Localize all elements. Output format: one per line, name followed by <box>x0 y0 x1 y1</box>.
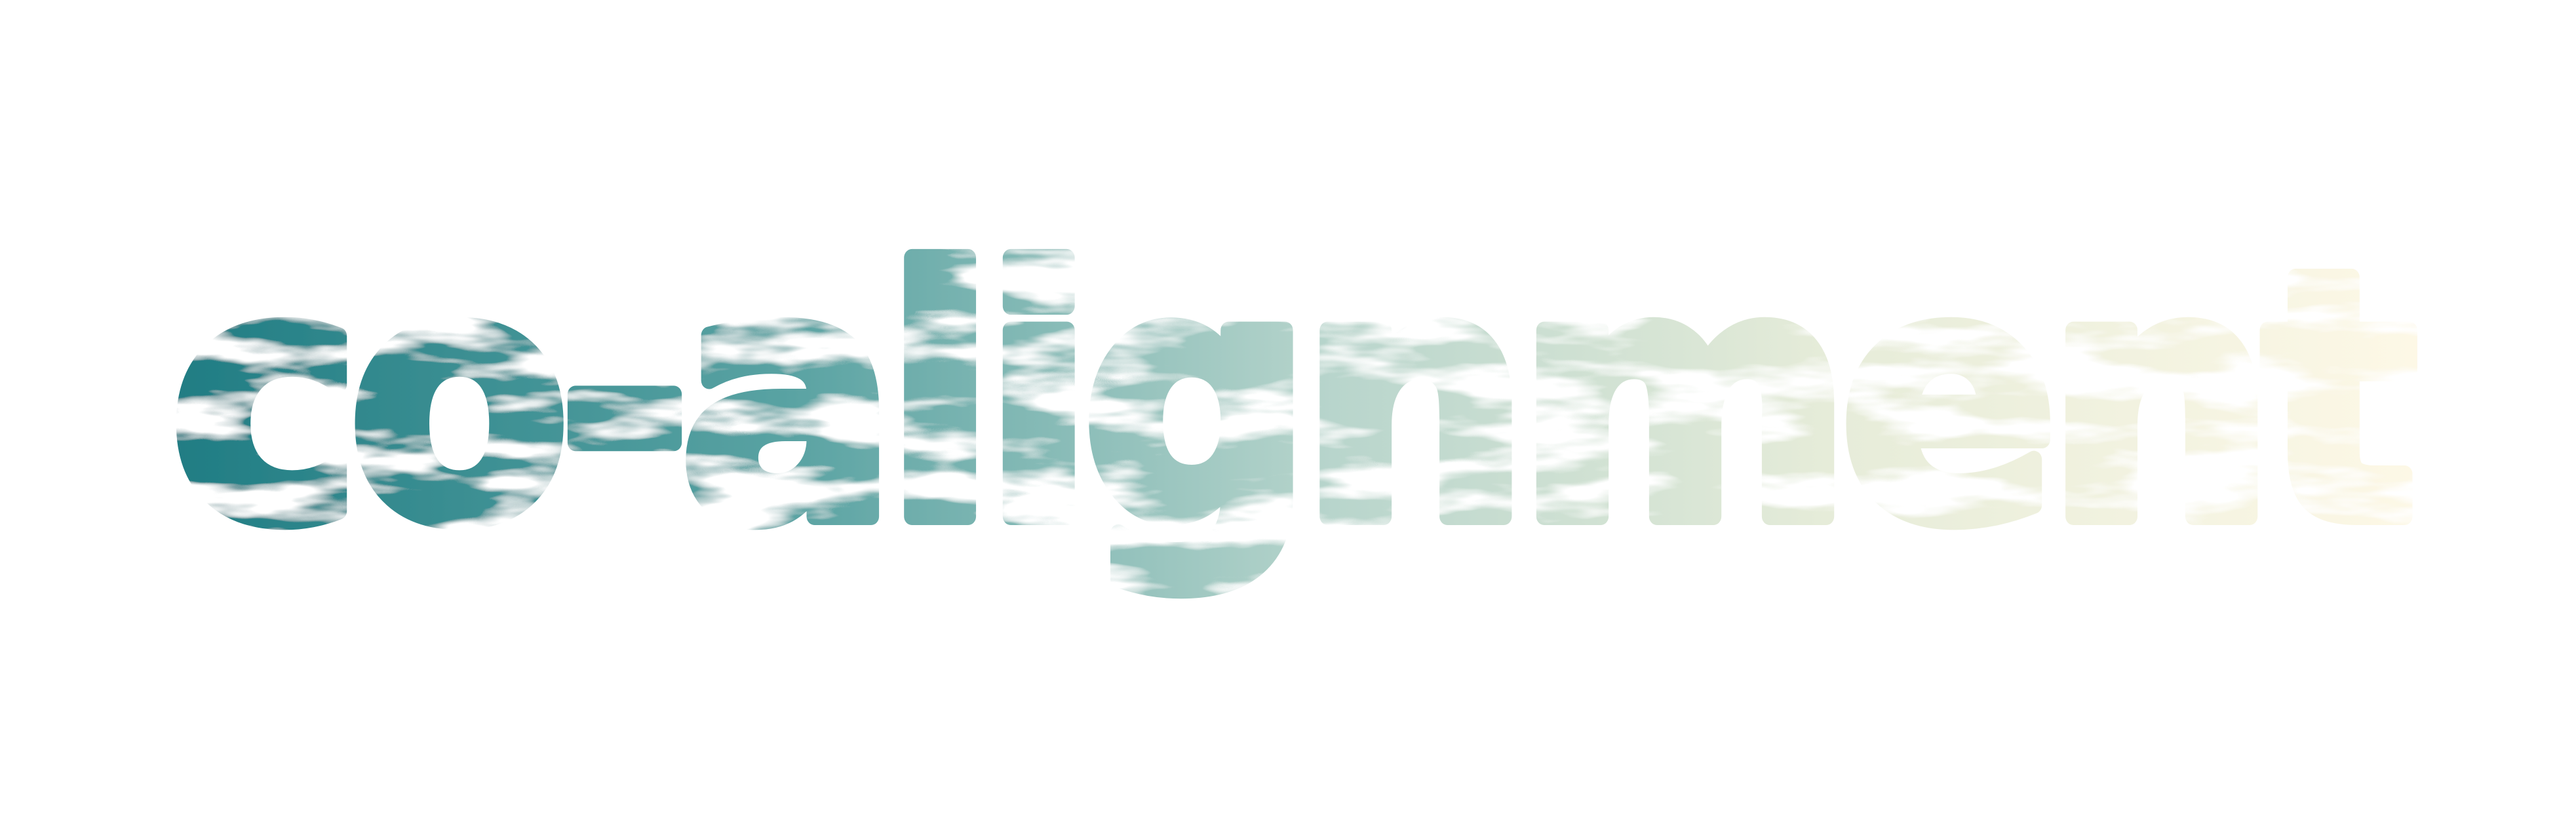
wordmark-text: co-alignment <box>170 200 2413 597</box>
